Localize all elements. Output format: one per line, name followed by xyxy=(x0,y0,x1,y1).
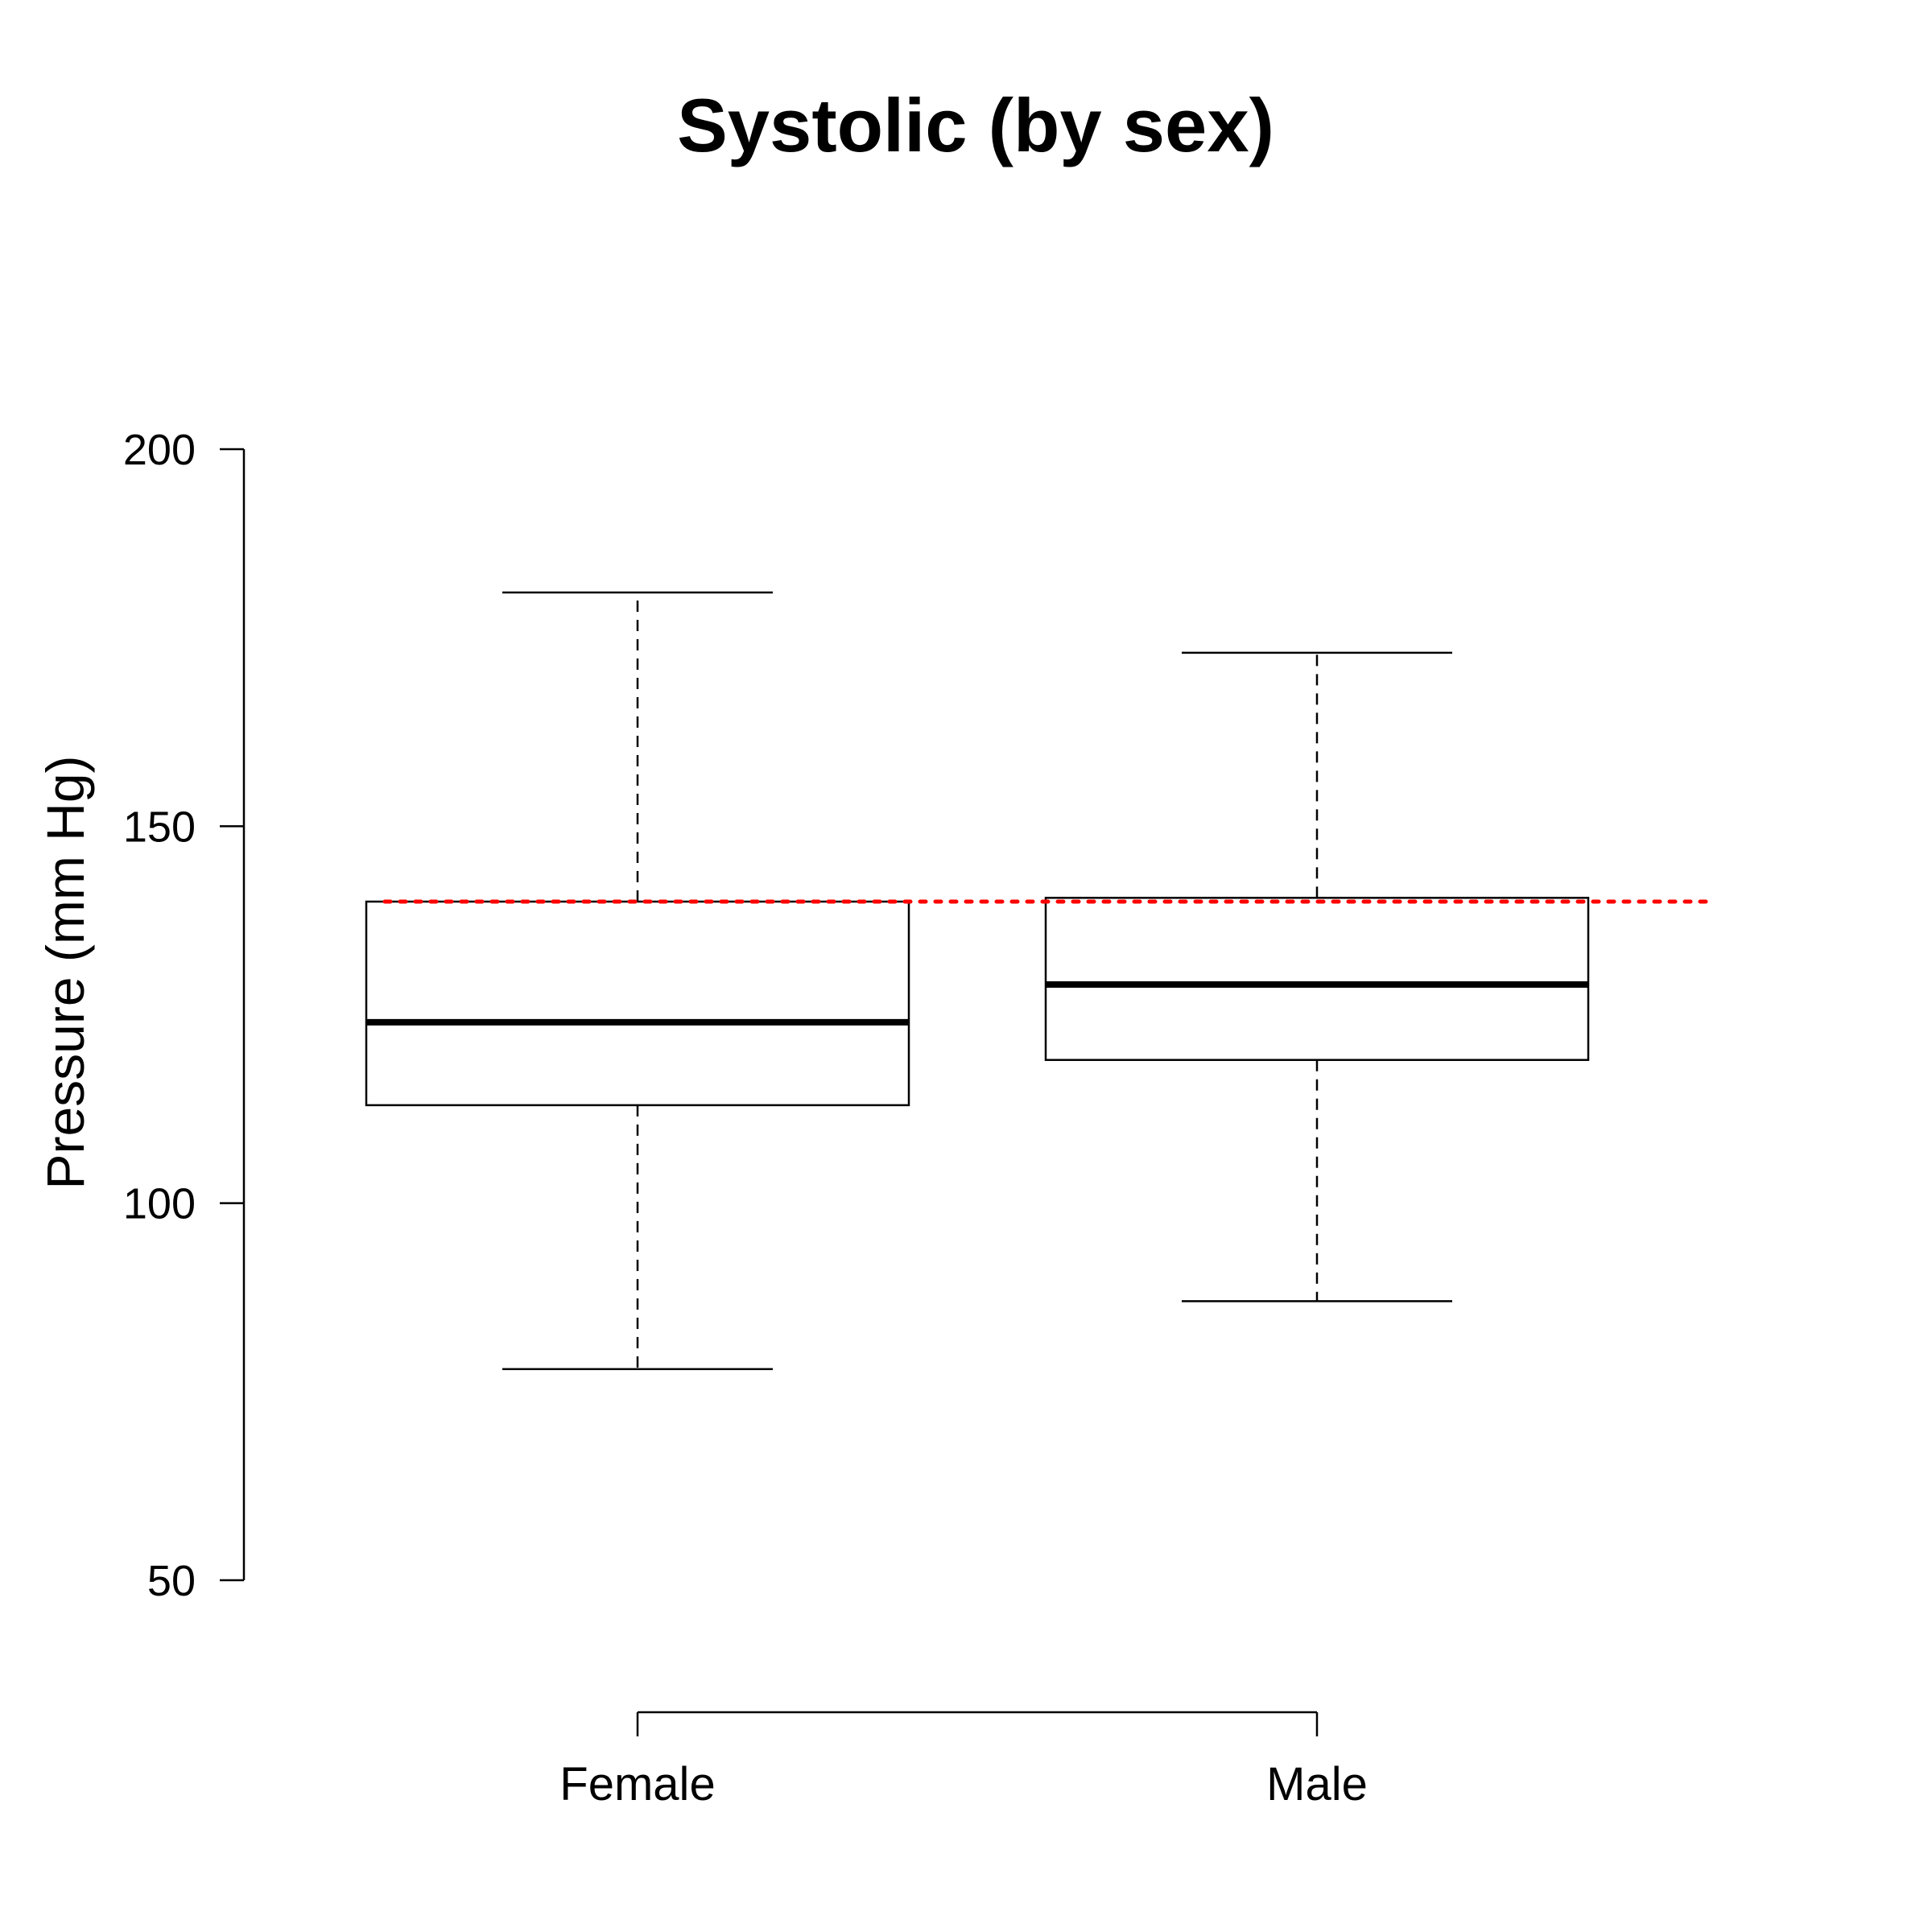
box-series xyxy=(365,591,1590,1370)
y-tick-label: 200 xyxy=(123,426,196,474)
x-axis: Female Male xyxy=(559,1711,1368,1810)
chart-title: Systolic (by sex) xyxy=(677,83,1274,167)
y-tick-label: 50 xyxy=(147,1557,196,1605)
y-tick-label: 100 xyxy=(123,1180,196,1228)
x-tick-label: Male xyxy=(1266,1758,1368,1810)
y-tick-label: 150 xyxy=(123,803,196,851)
x-tick-label: Female xyxy=(559,1758,715,1810)
y-axis: 50 100 150 200 xyxy=(123,426,246,1605)
y-axis-label: Pressure (mm Hg) xyxy=(35,755,95,1189)
box-female xyxy=(365,591,910,1370)
iqr-box xyxy=(1044,897,1590,1061)
iqr-box xyxy=(365,900,910,1107)
box-male xyxy=(1044,651,1590,1302)
